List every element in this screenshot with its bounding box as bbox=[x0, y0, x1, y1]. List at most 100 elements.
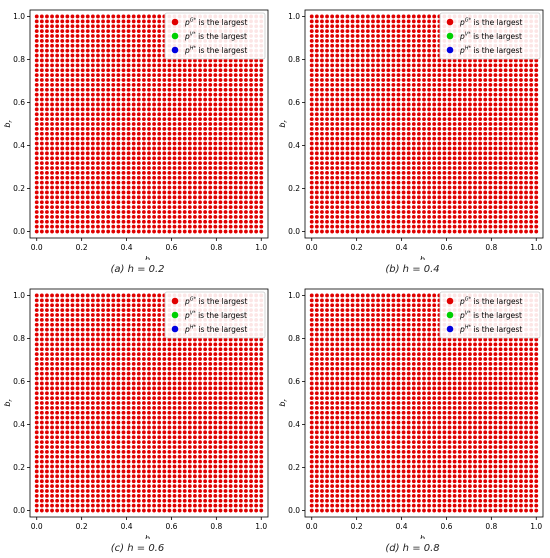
scatter-point bbox=[223, 122, 228, 126]
scatter-point bbox=[238, 102, 243, 107]
scatter-point bbox=[126, 151, 131, 156]
scatter-point bbox=[60, 73, 65, 78]
scatter-point bbox=[131, 126, 136, 131]
scatter-point bbox=[136, 63, 141, 68]
scatter-point bbox=[218, 136, 223, 141]
scatter-point bbox=[96, 29, 100, 34]
scatter-point bbox=[172, 63, 177, 68]
scatter-point bbox=[473, 190, 477, 195]
scatter-point bbox=[406, 43, 411, 48]
scatter-point bbox=[427, 122, 432, 126]
scatter-point bbox=[483, 73, 488, 78]
scatter-point bbox=[223, 68, 228, 73]
scatter-point bbox=[524, 190, 528, 195]
scatter-point bbox=[198, 229, 202, 234]
scatter-point bbox=[116, 122, 121, 126]
scatter-point bbox=[141, 34, 146, 38]
scatter-point bbox=[360, 156, 365, 161]
scatter-point bbox=[534, 205, 539, 210]
scatter-point bbox=[34, 82, 39, 87]
scatter-point bbox=[65, 449, 70, 454]
scatter-point bbox=[249, 161, 253, 166]
scatter-point bbox=[60, 146, 65, 151]
scatter-point bbox=[198, 73, 202, 78]
scatter-point bbox=[39, 298, 44, 303]
scatter-point bbox=[524, 219, 528, 224]
scatter-point bbox=[432, 170, 437, 175]
scatter-point bbox=[106, 48, 111, 53]
scatter-point bbox=[238, 200, 243, 205]
scatter-point bbox=[60, 469, 65, 474]
scatter-point bbox=[519, 210, 523, 214]
scatter-point bbox=[406, 190, 411, 195]
scatter-point bbox=[172, 126, 177, 131]
scatter-point bbox=[513, 92, 518, 97]
scatter-point bbox=[233, 151, 238, 156]
scatter-point bbox=[396, 219, 401, 224]
scatter-point bbox=[101, 459, 105, 464]
x-tick-label: 0.6 bbox=[165, 243, 177, 252]
scatter-point bbox=[65, 112, 70, 117]
scatter-point bbox=[401, 151, 406, 156]
scatter-point bbox=[141, 131, 146, 136]
scatter-point bbox=[80, 151, 85, 156]
scatter-point bbox=[60, 214, 65, 219]
scatter-point bbox=[111, 219, 116, 224]
scatter-point bbox=[80, 415, 85, 420]
scatter-point bbox=[90, 48, 95, 53]
scatter-point bbox=[65, 205, 70, 210]
scatter-point bbox=[508, 112, 513, 117]
scatter-point bbox=[65, 126, 70, 131]
scatter-point bbox=[309, 224, 314, 229]
scatter-point bbox=[157, 58, 162, 63]
scatter-point bbox=[136, 14, 141, 19]
scatter-point bbox=[116, 170, 121, 175]
scatter-point bbox=[116, 396, 121, 401]
scatter-point bbox=[447, 107, 452, 112]
scatter-point bbox=[534, 161, 539, 166]
scatter-point bbox=[447, 161, 452, 166]
scatter-point bbox=[360, 214, 365, 219]
scatter-point bbox=[432, 63, 437, 68]
scatter-point bbox=[101, 440, 105, 445]
scatter-point bbox=[60, 34, 65, 38]
scatter-point bbox=[335, 156, 340, 161]
scatter-point bbox=[488, 73, 493, 78]
scatter-point bbox=[391, 126, 396, 131]
scatter-point bbox=[34, 224, 39, 229]
scatter-point bbox=[162, 141, 167, 146]
scatter-point bbox=[340, 92, 345, 97]
scatter-point bbox=[96, 347, 100, 352]
scatter-point bbox=[116, 166, 121, 170]
scatter-point bbox=[483, 63, 488, 68]
scatter-point bbox=[106, 151, 111, 156]
scatter-point bbox=[325, 63, 329, 68]
scatter-point bbox=[360, 82, 365, 87]
scatter-point bbox=[254, 58, 259, 63]
scatter-point bbox=[309, 190, 314, 195]
scatter-point bbox=[152, 14, 157, 19]
scatter-point bbox=[131, 484, 136, 489]
scatter-point bbox=[233, 136, 238, 141]
scatter-point bbox=[85, 219, 90, 224]
scatter-point bbox=[80, 146, 85, 151]
scatter-point bbox=[75, 170, 80, 175]
scatter-point bbox=[39, 371, 44, 376]
scatter-point bbox=[447, 68, 452, 73]
scatter-point bbox=[335, 107, 340, 112]
scatter-point bbox=[111, 435, 116, 440]
scatter-point bbox=[141, 200, 146, 205]
scatter-point bbox=[233, 214, 238, 219]
scatter-point bbox=[213, 214, 218, 219]
scatter-point bbox=[483, 229, 488, 234]
scatter-point bbox=[193, 68, 197, 73]
scatter-point bbox=[396, 73, 401, 78]
scatter-point bbox=[416, 175, 421, 180]
scatter-point bbox=[320, 29, 324, 34]
scatter-point bbox=[345, 82, 350, 87]
scatter-point bbox=[391, 117, 396, 122]
scatter-point bbox=[177, 107, 182, 112]
scatter-point bbox=[416, 43, 421, 48]
scatter-point bbox=[391, 131, 396, 136]
scatter-point bbox=[340, 112, 345, 117]
